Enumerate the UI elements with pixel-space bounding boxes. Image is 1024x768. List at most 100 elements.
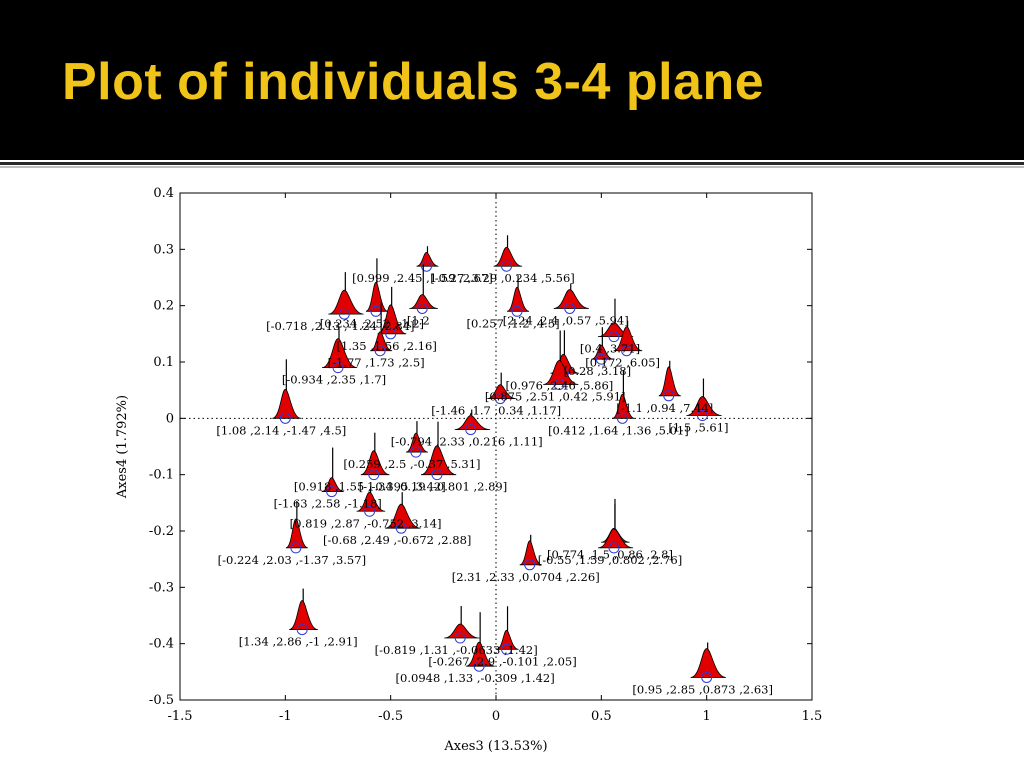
title-bar: Plot of individuals 3-4 plane	[0, 0, 1024, 160]
data-point	[444, 606, 480, 644]
x-tick-label: -1.5	[167, 709, 192, 724]
density-curve	[690, 648, 726, 678]
data-point	[543, 330, 579, 391]
title-divider-light	[0, 166, 1024, 168]
chart-marks	[272, 235, 726, 683]
point-marker	[473, 660, 485, 672]
point-label: [1.35 ,1.56 ,2.16]	[336, 339, 436, 353]
point-label: [0.774 ,1.5 ,0.86 ,2.8]	[547, 547, 673, 561]
data-point	[686, 378, 722, 422]
point-marker	[501, 260, 513, 272]
data-point	[356, 486, 386, 517]
point-label: [0.918 ,1.55 ,-0.395 ,3.42]	[294, 480, 446, 494]
density-curve	[519, 540, 542, 566]
density-curve	[444, 623, 480, 639]
point-marker	[616, 412, 628, 424]
point-label: [0.976 ,2.46 ,5.86]	[506, 378, 614, 392]
density-curve	[553, 289, 589, 309]
point-label: [0.819 ,2.87 ,-0.752 ,3.14]	[290, 516, 442, 530]
data-point	[385, 492, 421, 534]
data-point	[321, 326, 358, 374]
point-label: [-0.224 ,2.03 ,-1.37 ,3.57]	[218, 553, 366, 567]
point-marker	[410, 446, 422, 458]
point-label: [-0.27 ,3.29 ,0.234 ,5.56]	[430, 271, 575, 285]
data-point	[466, 612, 495, 672]
density-curve	[328, 289, 364, 315]
y-tick-label: 0.4	[153, 186, 174, 201]
point-marker	[564, 302, 576, 314]
x-tick-label: -1	[279, 709, 292, 724]
point-marker	[595, 353, 607, 365]
data-point	[285, 500, 309, 554]
data-point	[405, 421, 429, 458]
data-point	[613, 320, 643, 357]
data-point	[690, 642, 726, 683]
density-curve	[385, 503, 421, 529]
density-curve	[658, 366, 681, 397]
data-point	[487, 372, 516, 405]
data-point	[328, 272, 364, 320]
point-marker	[395, 522, 407, 534]
point-marker	[524, 559, 536, 571]
point-marker	[701, 671, 713, 683]
point-marker	[696, 410, 708, 422]
density-curve	[321, 477, 344, 492]
data-point	[493, 235, 523, 272]
density-curve	[409, 294, 438, 309]
point-marker	[608, 331, 620, 343]
density-curve	[356, 491, 386, 512]
data-point	[409, 264, 438, 314]
point-marker	[385, 328, 397, 340]
y-tick-label: -0.5	[149, 693, 174, 708]
density-curve	[360, 450, 390, 476]
point-label: [2.24 ,2.4 ,0.57 ,5.94]	[503, 313, 629, 327]
density-curve	[591, 344, 614, 360]
point-label: [0.257 ,1.2 ,4.5]	[467, 316, 560, 330]
point-label: [-0.934 ,2.35 ,1.7]	[282, 373, 386, 387]
data-point	[597, 498, 634, 554]
data-point	[365, 258, 389, 317]
point-marker	[416, 302, 428, 314]
point-label: [0.0948 ,1.33 ,-0.309 ,1.42]	[396, 671, 555, 685]
x-tick-label: -0.5	[378, 709, 403, 724]
y-tick-label: 0	[166, 411, 174, 426]
axis-ticks: -1.5 -1 -0.5 0 0.5 1 1.5 -0.5 -0.4 -0.3 -0.2 -0.1 0 0…	[149, 186, 822, 724]
y-tick-label: -0.2	[149, 524, 174, 539]
data-point	[289, 588, 318, 636]
point-marker	[501, 643, 513, 655]
point-label: [-1.77 ,1.73 ,2.5]	[328, 356, 425, 370]
point-marker	[290, 542, 302, 554]
point-marker	[338, 308, 350, 320]
y-tick-label: -0.3	[149, 580, 174, 595]
density-curve	[612, 393, 635, 419]
point-label: [2.31 ,2.33 ,0.0704 ,2.26]	[452, 570, 600, 584]
point-label: [0.234 ,2.52 ,-1.2]	[320, 316, 424, 330]
data-point	[506, 275, 530, 317]
data-point	[612, 370, 635, 424]
point-marker	[511, 305, 523, 317]
data-point	[377, 286, 407, 340]
density-curve	[496, 629, 519, 650]
density-curve	[487, 384, 516, 400]
point-label: [0.4 ,3.71]	[580, 342, 640, 356]
density-curve	[420, 445, 457, 476]
data-point	[496, 606, 519, 655]
point-marker	[279, 412, 291, 424]
title-divider	[0, 162, 1024, 165]
density-curve	[597, 528, 634, 549]
point-marker	[494, 393, 506, 405]
point-label: [1.08 ,2.14 ,-1.47 ,4.5]	[216, 423, 346, 437]
density-curve	[405, 432, 429, 453]
point-label: [0.259 ,2.5 ,-0.37 ,5.31]	[343, 457, 480, 471]
density-curve	[377, 304, 407, 335]
point-marker	[431, 469, 443, 481]
data-point	[454, 409, 490, 436]
density-curve	[370, 331, 393, 352]
point-label: [0.28 ,3.18]	[564, 364, 632, 378]
point-label: [0.172 ,6.05]	[585, 356, 660, 370]
data-point	[360, 432, 390, 481]
y-tick-label: 0.3	[153, 242, 174, 257]
data-point	[420, 421, 457, 481]
density-curve	[416, 251, 439, 267]
